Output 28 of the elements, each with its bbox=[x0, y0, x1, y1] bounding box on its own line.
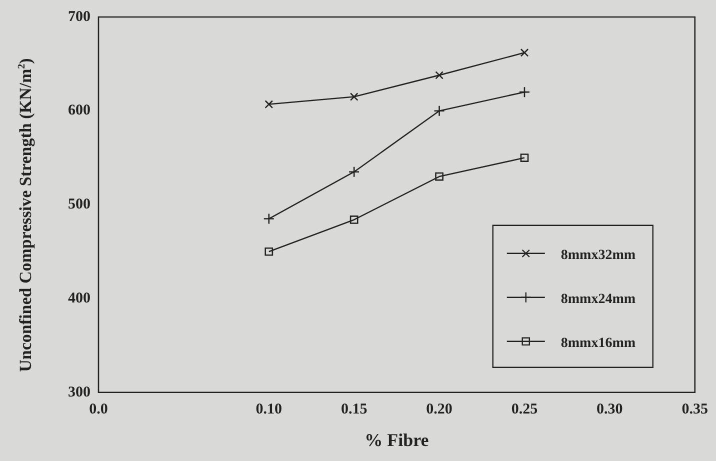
legend-label: 8mmx24mm bbox=[560, 292, 636, 308]
x-tick-label: 0.10 bbox=[256, 401, 282, 418]
x-tick-label: 0.25 bbox=[511, 401, 538, 418]
point bbox=[350, 216, 358, 224]
point bbox=[435, 172, 444, 181]
x-tick-label: 0.35 bbox=[682, 401, 708, 418]
point bbox=[518, 86, 530, 98]
point bbox=[520, 48, 529, 57]
y-tick-label: 500 bbox=[68, 196, 90, 213]
y-tick-label: 600 bbox=[68, 102, 90, 119]
point bbox=[264, 100, 274, 108]
x-axis-title: % Fibre bbox=[364, 430, 429, 450]
point bbox=[350, 92, 358, 101]
x-tick-label: 0.30 bbox=[596, 401, 623, 418]
point bbox=[263, 213, 275, 224]
x-tick-label: 0.20 bbox=[426, 401, 452, 418]
y-tick-label: 300 bbox=[68, 384, 90, 400]
y-tick-label: 400 bbox=[68, 290, 90, 306]
point bbox=[520, 154, 529, 162]
point bbox=[264, 247, 274, 256]
point bbox=[348, 166, 360, 178]
x-tick-label: 0.0 bbox=[89, 401, 108, 418]
legend-label: 8mmx32mm bbox=[560, 248, 636, 264]
y-tick-label: 700 bbox=[68, 8, 90, 25]
point bbox=[435, 71, 444, 80]
legend-label: 8mmx16mm bbox=[560, 336, 636, 352]
x-tick-label: 0.15 bbox=[340, 401, 368, 418]
point bbox=[434, 105, 445, 116]
